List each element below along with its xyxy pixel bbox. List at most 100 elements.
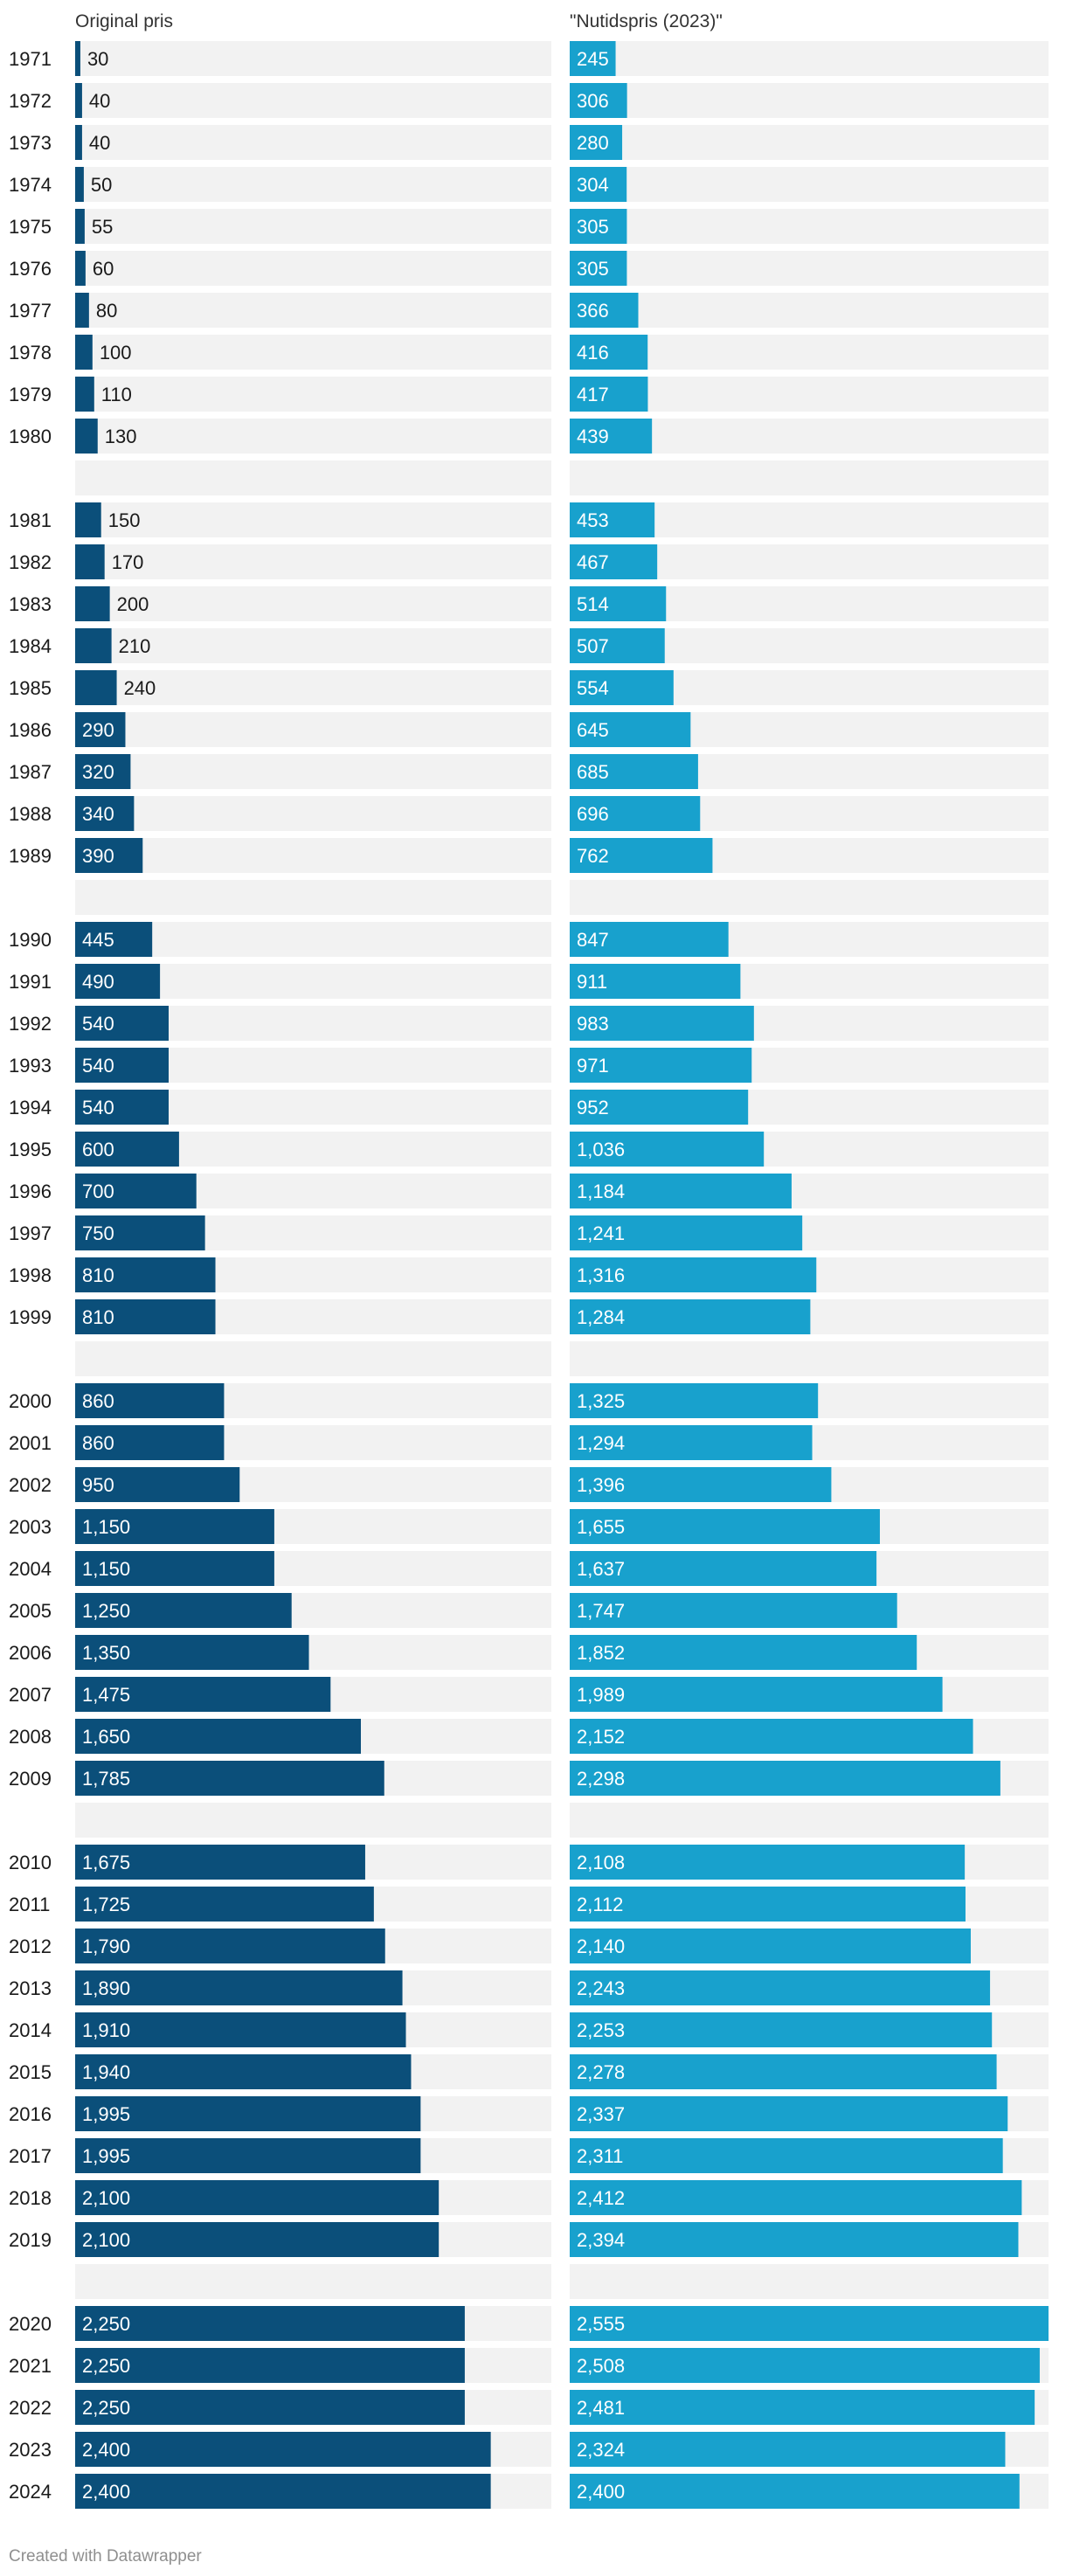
bar (570, 1299, 811, 1334)
year-label: 1972 (9, 90, 52, 112)
bar-value-label: 540 (82, 1097, 114, 1118)
bar (75, 2306, 465, 2341)
bar (570, 2054, 997, 2089)
bar-value-label: 1,790 (82, 1935, 130, 1957)
bar (75, 2348, 465, 2383)
bar (570, 2306, 1049, 2341)
year-label: 2002 (9, 1474, 52, 1496)
bar-value-label: 1,675 (82, 1852, 130, 1873)
bar (570, 754, 698, 789)
bar-value-label: 2,555 (577, 2313, 625, 2335)
bar (75, 2474, 491, 2509)
bar (75, 2138, 421, 2173)
footer-credit: Created with Datawrapper (9, 2547, 202, 2566)
bar-value-label: 810 (82, 1306, 114, 1328)
bar-value-label: 340 (82, 803, 114, 825)
bar (570, 83, 627, 118)
bar-value-label: 280 (577, 132, 609, 154)
bar-value-label: 2,400 (577, 2481, 625, 2503)
bar-value-label: 1,241 (577, 1222, 625, 1244)
bar (570, 1887, 966, 1922)
group-spacer (570, 880, 1049, 915)
year-label: 2013 (9, 1977, 52, 1999)
bar-track (75, 544, 551, 579)
bar-value-label: 490 (82, 971, 114, 993)
bar (75, 712, 126, 747)
bar-value-label: 860 (82, 1390, 114, 1412)
bar (570, 2390, 1035, 2425)
bar-value-label: 416 (577, 342, 609, 364)
bar (75, 1551, 274, 1586)
bar-track (75, 922, 551, 957)
bar (570, 922, 729, 957)
bar-track (75, 41, 551, 76)
bar (570, 1635, 917, 1670)
bar-value-label: 554 (577, 677, 609, 699)
year-label: 2007 (9, 1684, 52, 1706)
year-label: 2004 (9, 1558, 52, 1580)
bar (570, 2180, 1022, 2215)
bar-value-label: 540 (82, 1013, 114, 1035)
bar-value-label: 55 (92, 216, 113, 238)
year-label: 1980 (9, 426, 52, 447)
year-label: 1991 (9, 971, 52, 993)
bar (570, 1761, 1000, 1796)
bar-value-label: 1,036 (577, 1139, 625, 1160)
year-label: 1982 (9, 551, 52, 573)
bar (570, 1509, 880, 1544)
bar-track (75, 209, 551, 244)
year-label: 1993 (9, 1055, 52, 1077)
bar (570, 167, 627, 202)
bar (570, 670, 674, 705)
bar-value-label: 2,250 (82, 2397, 130, 2419)
year-label: 2018 (9, 2187, 52, 2209)
bar-value-label: 1,785 (82, 1768, 130, 1790)
bar-value-label: 2,400 (82, 2439, 130, 2461)
bar-value-label: 950 (82, 1474, 114, 1496)
bar-value-label: 2,100 (82, 2187, 130, 2209)
group-spacer (570, 2264, 1049, 2299)
bar-value-label: 1,150 (82, 1558, 130, 1580)
bar (570, 964, 741, 999)
bar (570, 586, 667, 621)
year-label: 1986 (9, 719, 52, 741)
year-label: 1988 (9, 803, 52, 825)
bar-value-label: 110 (101, 384, 132, 405)
bar-value-label: 2,412 (577, 2187, 625, 2209)
bar-value-label: 2,140 (577, 1935, 625, 1957)
bar-value-label: 600 (82, 1139, 114, 1160)
year-label: 1999 (9, 1306, 52, 1328)
bar (570, 2222, 1019, 2257)
bar-track (570, 83, 1049, 118)
bar-value-label: 2,278 (577, 2061, 625, 2083)
bar-value-label: 130 (105, 426, 137, 447)
bar (570, 1929, 971, 1963)
year-label: 1992 (9, 1013, 52, 1035)
bar (570, 1006, 754, 1041)
bar-value-label: 170 (112, 551, 144, 573)
bar-track (570, 293, 1049, 328)
bar-value-label: 1,852 (577, 1642, 625, 1664)
year-label: 2020 (9, 2313, 52, 2335)
year-label: 1981 (9, 509, 52, 531)
bar-value-label: 200 (117, 593, 149, 615)
bar-track (75, 628, 551, 663)
year-label: 1978 (9, 342, 52, 364)
bar (75, 125, 82, 160)
bar-value-label: 150 (108, 509, 141, 531)
year-label: 1998 (9, 1264, 52, 1286)
bar-value-label: 1,250 (82, 1600, 130, 1622)
bar-value-label: 810 (82, 1264, 114, 1286)
bar-value-label: 911 (577, 971, 607, 993)
bar-value-label: 514 (577, 593, 609, 615)
bar-track (75, 586, 551, 621)
group-spacer (75, 880, 551, 915)
year-label: 2009 (9, 1768, 52, 1790)
bar-track (75, 335, 551, 370)
year-label: 1989 (9, 845, 52, 867)
chart-rows: 1971 30 245 1972 40 306 1973 40 280 1974 50 304 1975… (9, 41, 1049, 2509)
bar-value-label: 762 (577, 845, 609, 867)
bar (75, 628, 112, 663)
bar-value-label: 1,940 (82, 2061, 130, 2083)
bar (75, 1677, 331, 1712)
